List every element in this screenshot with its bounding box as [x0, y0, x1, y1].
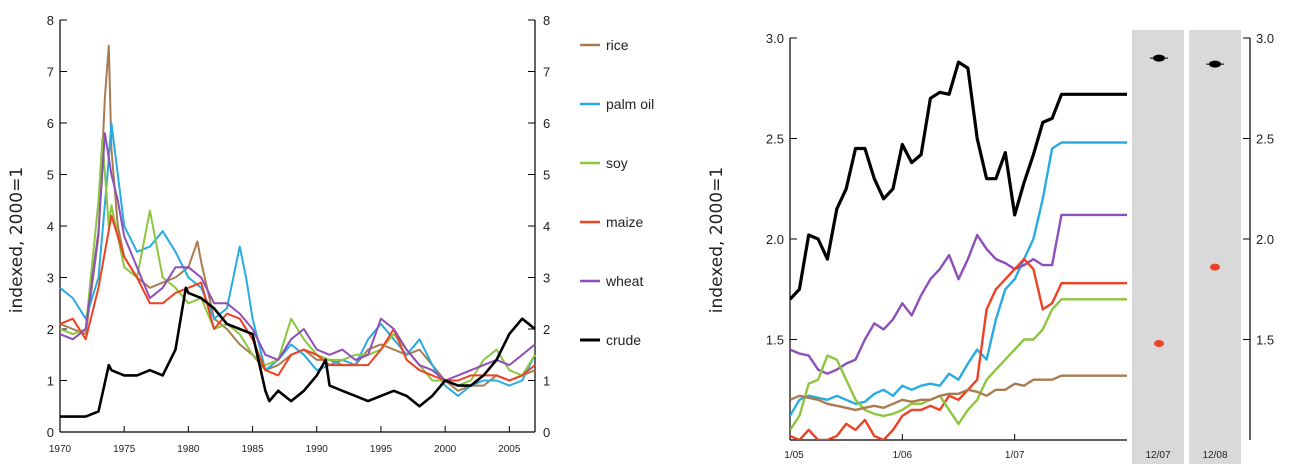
left-y-tick-label: 6: [47, 116, 54, 131]
r-series-line-crude: [790, 60, 1127, 301]
left-x-tick-label: 1980: [177, 444, 200, 455]
left-y-tick-label: 4: [47, 219, 54, 234]
left-x-tick-label: 1995: [370, 444, 393, 455]
band-12-08: [1189, 30, 1241, 464]
right-x-tick-label: 1/06: [893, 450, 913, 461]
left-right-tick-label: 6: [543, 116, 550, 131]
r-series-line-maize: [790, 257, 1127, 440]
r-series-line-palm-oil: [790, 141, 1127, 417]
left-y-tick-label: 0: [47, 425, 54, 440]
right-right-tick-label: 2.5: [1256, 132, 1274, 147]
left-x-tick-label: 1990: [306, 444, 329, 455]
right-y-tick-label: 3.0: [766, 31, 784, 46]
right-y-tick-label: 2.0: [766, 232, 784, 247]
right-chart: indexed, 2000=1 1.5 2.0 2.5 3.0 1.5 2.0 2.5 3.0…: [707, 30, 1274, 464]
left-right-tick-label: 7: [543, 65, 550, 80]
legend-label-soy: soy: [606, 155, 628, 171]
left-chart: indexed, 2000=1 0 1 2 3 4 5 6 7 8 0 1 2 3 4 5 6 7 8 1970 19…: [7, 13, 654, 455]
left-x-tick-label: 2000: [434, 444, 457, 455]
right-y-axis-label: indexed, 2000=1: [707, 167, 727, 313]
band-point-maize: [1154, 340, 1164, 348]
right-right-tick-label: 3.0: [1256, 31, 1274, 46]
left-y-tick-label: 5: [47, 168, 54, 183]
series-line-crude: [60, 286, 536, 418]
right-series: [790, 60, 1127, 440]
r-series-line-wheat: [790, 213, 1127, 375]
right-axes: 1.5 2.0 2.5 3.0 1.5 2.0 2.5 3.0 1/05 1/06 1/07 12/0…: [766, 31, 1274, 461]
band-label: 12/08: [1202, 450, 1227, 461]
right-y-tick-label: 2.5: [766, 132, 784, 147]
left-x-tick-label: 1970: [49, 444, 72, 455]
band-label: 12/07: [1145, 450, 1170, 461]
band-point-maize: [1210, 263, 1220, 271]
series-line-palm-oil: [59, 122, 536, 397]
left-x-tick-label: 1985: [241, 444, 264, 455]
left-y-tick-label: 1: [47, 374, 54, 389]
left-x-tick-label: 1975: [113, 444, 136, 455]
left-y-axis-label: indexed, 2000=1: [7, 167, 27, 313]
right-y-tick-label: 1.5: [766, 333, 784, 348]
legend-label-palm-oil: palm oil: [606, 96, 654, 112]
left-series: [59, 44, 536, 418]
series-line-rice: [59, 44, 536, 392]
left-right-tick-label: 2: [543, 322, 550, 337]
band-12-07: [1132, 30, 1184, 464]
left-y-tick-label: 8: [47, 13, 54, 28]
left-right-tick-label: 8: [543, 13, 550, 28]
left-legend: rice palm oil soy maize wheat crude: [580, 37, 654, 348]
series-line-maize: [59, 214, 536, 382]
legend-label-rice: rice: [606, 37, 629, 53]
right-x-tick-label: 1/07: [1005, 450, 1025, 461]
right-x-tick-label: 1/05: [784, 450, 804, 461]
right-band-points: [1150, 54, 1224, 348]
series-line-wheat: [59, 132, 536, 382]
right-bands: [1132, 30, 1241, 464]
left-right-tick-label: 4: [543, 219, 550, 234]
left-axes: 0 1 2 3 4 5 6 7 8 0 1 2 3 4 5 6 7 8 1970 1975 1980 1985 1990 19…: [47, 13, 550, 455]
left-y-tick-label: 3: [47, 271, 54, 286]
r-series-line-rice: [790, 374, 1127, 412]
left-right-tick-label: 1: [543, 374, 550, 389]
left-right-tick-label: 0: [543, 425, 550, 440]
right-right-tick-label: 1.5: [1256, 333, 1274, 348]
right-right-tick-label: 2.0: [1256, 232, 1274, 247]
r-series-line-soy: [790, 298, 1127, 431]
legend-label-maize: maize: [606, 214, 644, 230]
left-y-tick-label: 7: [47, 65, 54, 80]
legend-label-wheat: wheat: [605, 273, 643, 289]
legend-label-crude: crude: [606, 332, 641, 348]
left-right-tick-label: 5: [543, 168, 550, 183]
left-x-tick-label: 2005: [498, 444, 521, 455]
left-right-tick-label: 3: [543, 271, 550, 286]
left-y-tick-label: 2: [47, 322, 54, 337]
